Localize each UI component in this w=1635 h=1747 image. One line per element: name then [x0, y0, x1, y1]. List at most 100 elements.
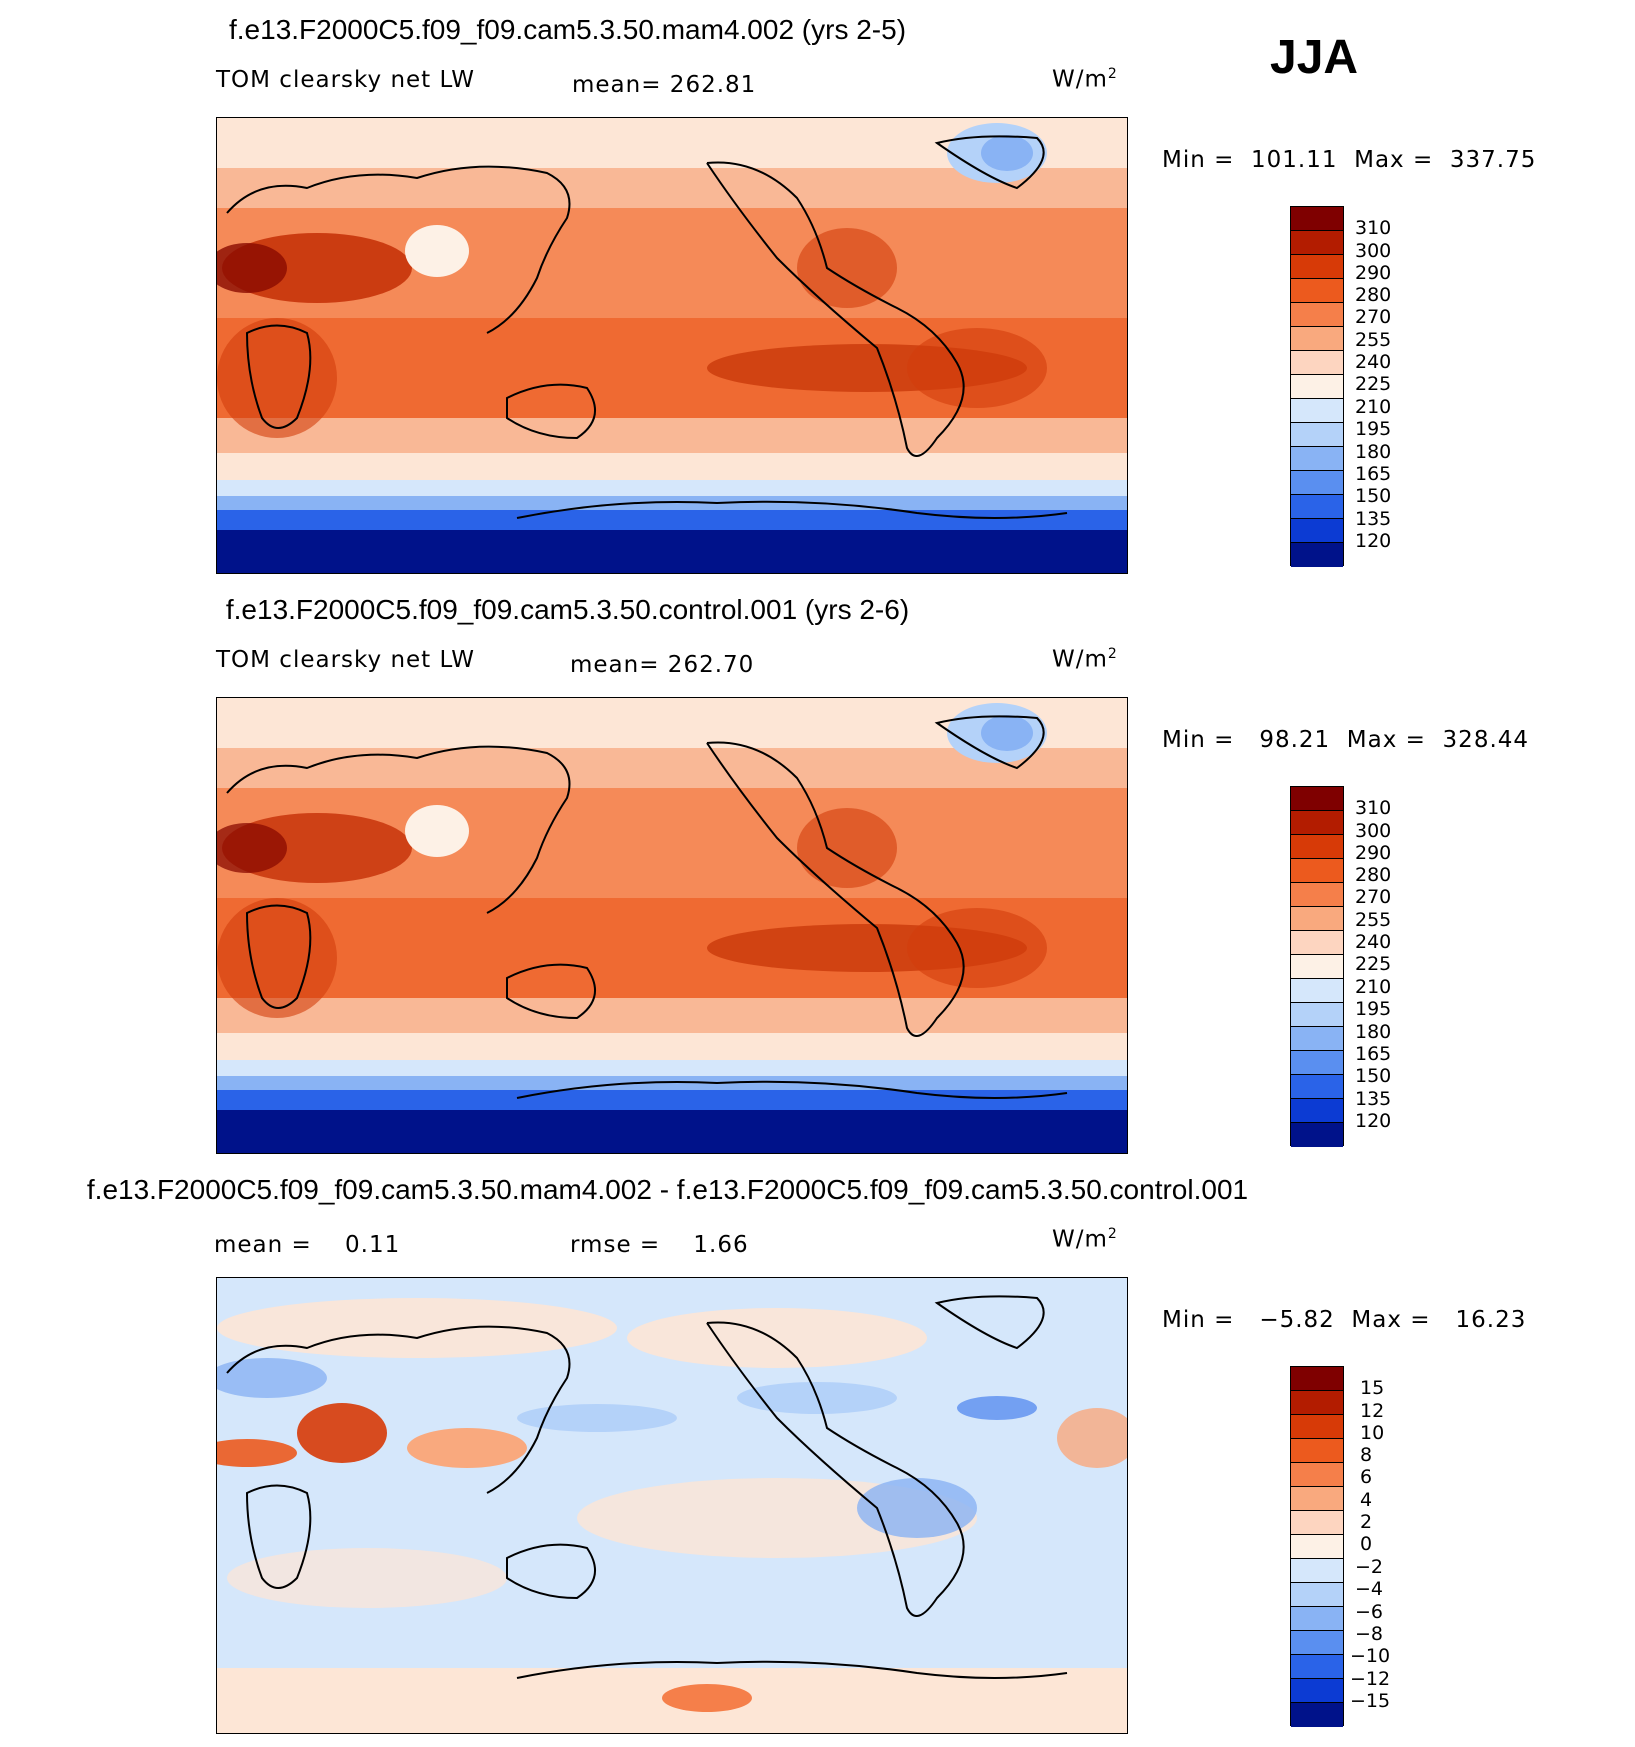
panel-1-map — [216, 117, 1128, 574]
colorbar-swatch — [1291, 1391, 1343, 1415]
season-label: JJA — [1270, 31, 1359, 84]
colorbar-tick-label: −2 — [1355, 1556, 1384, 1578]
colorbar-swatch — [1291, 1607, 1343, 1631]
colorbar-tick-label: 165 — [1355, 463, 1392, 485]
colorbar-swatch — [1291, 1463, 1343, 1487]
panel-3-rmse: rmse = 1.66 — [570, 1232, 749, 1258]
panel-1-minmax: Min = 101.11 Max = 337.75 — [1162, 147, 1537, 173]
panel-2-units: W/m2 — [1052, 646, 1118, 673]
colorbar-tick-label: 8 — [1360, 1444, 1373, 1466]
colorbar-tick-label: 195 — [1355, 998, 1392, 1020]
colorbar-swatch — [1291, 255, 1343, 279]
colorbar-swatch — [1291, 1535, 1343, 1559]
colorbar-swatch — [1291, 375, 1343, 399]
colorbar-swatch — [1291, 1439, 1343, 1463]
colorbar-swatch — [1291, 1679, 1343, 1703]
colorbar-swatch — [1291, 351, 1343, 375]
colorbar-tick-label: 240 — [1355, 351, 1392, 373]
colorbar-swatch — [1291, 883, 1343, 907]
panel-3-map — [216, 1277, 1128, 1734]
colorbar-tick-label: 310 — [1355, 217, 1392, 239]
colorbar-tick-label: −8 — [1355, 1623, 1384, 1645]
colorbar-tick-label: 10 — [1360, 1422, 1385, 1444]
colorbar-tick-label: 4 — [1360, 1489, 1373, 1511]
colorbar-tick-label: 150 — [1355, 485, 1392, 507]
colorbar-tick-label: 2 — [1360, 1511, 1373, 1533]
colorbar-swatch — [1291, 423, 1343, 447]
panel-2-mean: mean= 262.70 — [570, 652, 755, 678]
colorbar-tick-label: 180 — [1355, 441, 1392, 463]
colorbar-tick-label: 135 — [1355, 1088, 1392, 1110]
colorbar-swatch — [1291, 1051, 1343, 1075]
colorbar-tick-label: 0 — [1360, 1533, 1373, 1555]
colorbar-swatch — [1291, 1075, 1343, 1099]
colorbar-tick-label: 180 — [1355, 1021, 1392, 1043]
colorbar-tick-label: 290 — [1355, 842, 1392, 864]
colorbar-tick-label: 6 — [1360, 1466, 1373, 1488]
colorbar-swatch — [1291, 1003, 1343, 1027]
colorbar-swatch — [1291, 979, 1343, 1003]
colorbar-swatch — [1291, 1487, 1343, 1511]
colorbar-swatch — [1291, 543, 1343, 567]
colorbar-tick-label: 255 — [1355, 909, 1392, 931]
colorbar-swatch — [1291, 787, 1343, 811]
colorbar-swatch — [1291, 1703, 1343, 1727]
colorbar-tick-label: 280 — [1355, 284, 1392, 306]
colorbar-tick-label: 150 — [1355, 1065, 1392, 1087]
panel-3-minmax: Min = −5.82 Max = 16.23 — [1162, 1307, 1527, 1333]
panel-2-colorbar — [1290, 786, 1344, 1147]
colorbar-tick-label: −12 — [1350, 1668, 1391, 1690]
colorbar-tick-label: 300 — [1355, 240, 1392, 262]
colorbar-swatch — [1291, 1583, 1343, 1607]
colorbar-swatch — [1291, 1099, 1343, 1123]
colorbar-swatch — [1291, 931, 1343, 955]
colorbar-swatch — [1291, 907, 1343, 931]
panel-3-units: W/m2 — [1052, 1226, 1118, 1253]
panel-3-title: f.e13.F2000C5.f09_f09.cam5.3.50.mam4.002… — [86, 1174, 1249, 1205]
colorbar-swatch — [1291, 471, 1343, 495]
colorbar-tick-label: 255 — [1355, 329, 1392, 351]
colorbar-swatch — [1291, 279, 1343, 303]
panel-2-map — [216, 697, 1128, 1154]
colorbar-tick-label: 12 — [1360, 1400, 1385, 1422]
colorbar-tick-label: 135 — [1355, 508, 1392, 530]
colorbar-tick-label: 120 — [1355, 530, 1392, 552]
panel-1-units: W/m2 — [1052, 66, 1118, 93]
colorbar-swatch — [1291, 1415, 1343, 1439]
colorbar-swatch — [1291, 835, 1343, 859]
colorbar-swatch — [1291, 303, 1343, 327]
colorbar-tick-label: −15 — [1350, 1690, 1391, 1712]
colorbar-swatch — [1291, 207, 1343, 231]
colorbar-tick-label: 280 — [1355, 864, 1392, 886]
panel-2-title: f.e13.F2000C5.f09_f09.cam5.3.50.control.… — [225, 594, 910, 625]
colorbar-swatch — [1291, 495, 1343, 519]
colorbar-tick-label: 270 — [1355, 886, 1392, 908]
colorbar-swatch — [1291, 447, 1343, 471]
panel-1-title: f.e13.F2000C5.f09_f09.cam5.3.50.mam4.002… — [228, 14, 907, 45]
colorbar-tick-label: −4 — [1355, 1578, 1384, 1600]
colorbar-swatch — [1291, 1511, 1343, 1535]
panel-3-mean: mean = 0.11 — [214, 1232, 401, 1258]
colorbar-tick-label: 120 — [1355, 1110, 1392, 1132]
panel-1-variable: TOM clearsky net LW — [216, 67, 475, 93]
colorbar-tick-label: 165 — [1355, 1043, 1392, 1065]
colorbar-tick-label: 270 — [1355, 306, 1392, 328]
colorbar-swatch — [1291, 1367, 1343, 1391]
panel-1-colorbar — [1290, 206, 1344, 567]
colorbar-tick-label: 240 — [1355, 931, 1392, 953]
colorbar-tick-label: 290 — [1355, 262, 1392, 284]
colorbar-swatch — [1291, 399, 1343, 423]
colorbar-tick-label: 210 — [1355, 976, 1392, 998]
colorbar-tick-label: 225 — [1355, 373, 1392, 395]
colorbar-tick-label: 225 — [1355, 953, 1392, 975]
colorbar-swatch — [1291, 231, 1343, 255]
panel-2-variable: TOM clearsky net LW — [216, 647, 475, 673]
panel-3-colorbar — [1290, 1366, 1344, 1727]
colorbar-swatch — [1291, 859, 1343, 883]
colorbar-tick-label: 300 — [1355, 820, 1392, 842]
colorbar-swatch — [1291, 519, 1343, 543]
panel-1-mean: mean= 262.81 — [572, 72, 757, 98]
colorbar-swatch — [1291, 1631, 1343, 1655]
colorbar-tick-label: 15 — [1360, 1377, 1385, 1399]
colorbar-swatch — [1291, 1027, 1343, 1051]
